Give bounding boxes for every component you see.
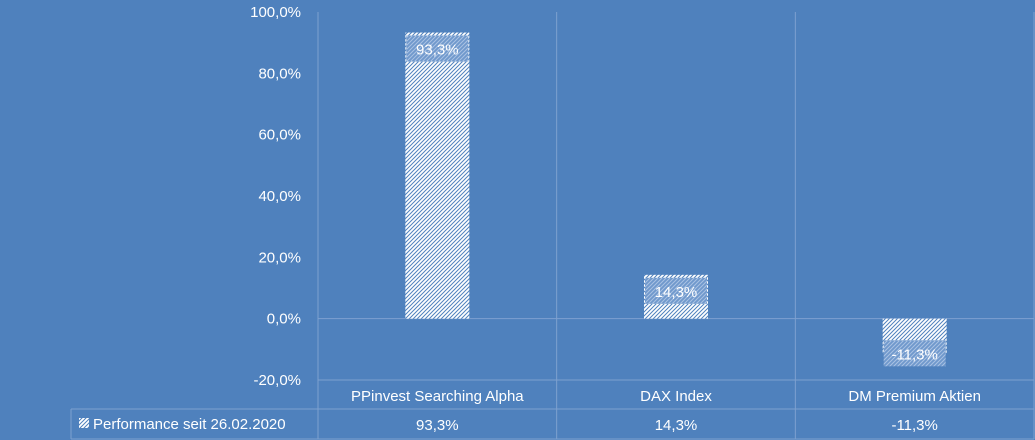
table-value: 93,3% [416,417,459,434]
data-label: 93,3% [416,42,459,59]
y-axis-tick-labels: 100,0% 80,0% 60,0% 40,0% 20,0% 0,0% -20,0% [250,4,301,389]
legend-label: Performance seit 26.02.2020 [93,416,286,433]
y-tick-label: 0,0% [267,311,301,328]
data-label-box [883,340,946,367]
bar [405,32,470,319]
legend-swatch [79,418,89,428]
bars [405,32,947,354]
data-label-box [406,35,469,62]
y-tick-label: 40,0% [258,188,301,205]
data-labels: 93,3% 14,3% -11,3% [406,35,946,367]
data-label-box [645,277,707,304]
y-tick-label: 20,0% [258,249,301,266]
category-label: PPinvest Searching Alpha [351,388,524,405]
y-tick-label: -20,0% [253,372,301,389]
data-label: 14,3% [655,284,698,301]
table-value: -11,3% [891,417,937,434]
y-tick-label: 80,0% [258,65,301,82]
data-table: PPinvest Searching Alpha DAX Index DM Prem… [70,379,1034,440]
category-label: DAX Index [640,388,712,405]
category-label: DM Premium Aktien [848,388,981,405]
y-tick-label: 100,0% [250,4,301,21]
table-value: 14,3% [655,417,698,434]
data-label: -11,3% [891,346,937,363]
y-tick-label: 60,0% [258,127,301,144]
